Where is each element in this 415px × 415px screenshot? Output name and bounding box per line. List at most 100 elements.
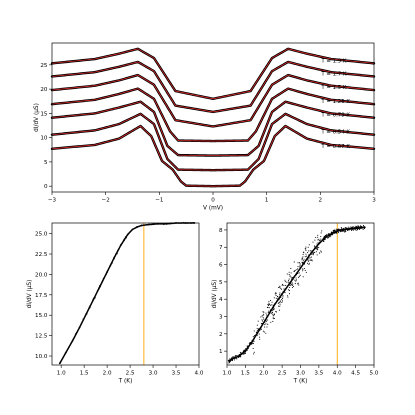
right-chart-data-point <box>258 329 260 331</box>
right-chart-data-point <box>252 336 254 338</box>
left-chart-data-point <box>131 228 134 231</box>
right-chart-data-point <box>236 358 238 360</box>
top-chart-y-tick-label: 10 <box>40 136 48 142</box>
right-chart-data-point <box>308 254 310 256</box>
right-chart-data-point <box>263 313 265 315</box>
left-chart-y-tick-label: 17.5 <box>35 293 48 299</box>
right-chart-data-point <box>271 301 273 303</box>
right-chart-data-point <box>253 351 255 353</box>
top-chart-x-tick-label: −3 <box>48 198 57 204</box>
top-chart-series-fit-line <box>51 101 375 156</box>
right-chart-data-point <box>299 264 301 266</box>
right-chart-data-point <box>289 284 291 286</box>
right-chart-data-point <box>252 342 254 344</box>
top-chart-series-label: T = 1.9 K <box>320 58 347 64</box>
right-chart-data-point <box>288 273 290 275</box>
right-chart-data-point <box>327 234 329 236</box>
left-chart-data-point <box>71 339 74 342</box>
right-chart-data-point <box>245 348 247 350</box>
right-chart-data-point <box>253 353 255 355</box>
left-chart-y-axis-title: dI/dV (μS) <box>27 280 33 309</box>
right-chart-data-point <box>307 246 309 248</box>
right-chart-data-point <box>285 284 287 287</box>
right-chart-x-tick-label: 3.0 <box>296 371 305 377</box>
right-chart-y-axis-title: dI/dV (μS) <box>212 280 218 309</box>
right-chart-data-point <box>362 225 365 227</box>
left-chart-data-point <box>71 341 73 343</box>
right-chart-data-point <box>350 228 352 230</box>
right-chart-data-point <box>323 239 325 241</box>
right-chart-data-point <box>260 328 262 330</box>
right-chart-data-point <box>243 351 245 353</box>
top-chart-series-label: T = 0.07 K <box>320 144 350 150</box>
right-chart-data-point <box>270 304 272 306</box>
right-chart-data-point <box>328 236 330 239</box>
left-chart-data-point <box>64 351 67 354</box>
right-chart-data-point <box>269 304 271 306</box>
right-chart-data-point <box>281 283 284 285</box>
right-chart-data-point <box>359 227 361 229</box>
right-chart-y-tick-label: 8 <box>219 228 223 234</box>
right-chart-data-point <box>336 229 339 232</box>
right-chart-data-point <box>335 228 337 230</box>
left-chart-data-point <box>97 289 99 292</box>
right-chart-data-point <box>234 355 237 357</box>
right-chart-data-point <box>277 286 280 288</box>
left-chart-x-tick-label: 1.5 <box>80 371 89 377</box>
right-chart-x-tick-label: 4.0 <box>333 371 342 377</box>
right-chart-data-point <box>278 297 280 299</box>
right-chart-data-point <box>330 235 332 237</box>
right-chart-data-point <box>304 269 306 271</box>
right-chart-data-point <box>247 346 249 348</box>
right-chart-data-point <box>239 354 241 357</box>
right-chart-data-point <box>279 286 281 288</box>
right-chart-data-point <box>310 256 312 258</box>
left-chart-data-point <box>105 273 107 275</box>
right-chart-data-point <box>252 347 254 349</box>
left-chart-data-point <box>90 303 92 305</box>
right-chart-data-point <box>275 292 277 295</box>
right-chart-data-point <box>319 252 321 254</box>
right-chart-data-point <box>246 345 248 347</box>
right-chart-data-point <box>330 233 332 235</box>
right-chart-data-point <box>273 313 275 315</box>
left-chart-data-point <box>143 224 145 226</box>
left-chart-data-point <box>138 225 140 227</box>
right-chart-data-point <box>290 272 292 274</box>
right-chart-data-point <box>270 321 272 323</box>
right-chart-data-point <box>297 282 299 284</box>
top-chart-series-label: T = 0.79 K <box>320 113 350 119</box>
left-chart-data-point <box>98 288 100 290</box>
right-chart-data-point <box>362 228 364 230</box>
right-chart-data-point <box>283 284 285 286</box>
right-chart-data-point <box>354 228 356 230</box>
left-chart-data-point <box>76 331 78 334</box>
right-chart-x-tick-label: 5.0 <box>370 371 379 377</box>
right-chart-data-point <box>359 228 361 231</box>
right-chart-data-point <box>307 259 309 261</box>
right-chart-data-point <box>272 309 274 311</box>
top-chart-series-fit-line <box>51 88 375 142</box>
left-chart-data-point <box>82 318 84 320</box>
right-chart-data-point <box>284 279 286 281</box>
left-chart-data-point <box>58 362 61 365</box>
right-chart-data-point <box>356 227 358 230</box>
left-chart-data-point <box>113 257 115 259</box>
right-chart-data-point <box>311 250 313 252</box>
right-chart-data-point <box>324 237 326 239</box>
right-chart-data-point <box>256 334 258 336</box>
right-chart-x-tick-label: 3.5 <box>314 371 323 377</box>
right-chart-data-point <box>297 262 299 264</box>
right-chart-data-point <box>314 239 316 241</box>
right-chart-data-point <box>309 250 311 252</box>
right-chart-data-point <box>317 239 319 241</box>
right-chart-data-point <box>282 296 284 298</box>
right-chart-data-point <box>308 255 310 257</box>
right-chart-data-point <box>302 254 304 256</box>
top-chart-series-label: T = 1.7 K <box>320 71 347 77</box>
left-chart-x-tick-label: 3.0 <box>149 371 158 377</box>
right-chart-data-point <box>240 352 242 354</box>
left-chart-data-point <box>106 271 109 273</box>
right-chart-data-point <box>258 333 260 335</box>
left-chart-data-point <box>123 239 125 242</box>
